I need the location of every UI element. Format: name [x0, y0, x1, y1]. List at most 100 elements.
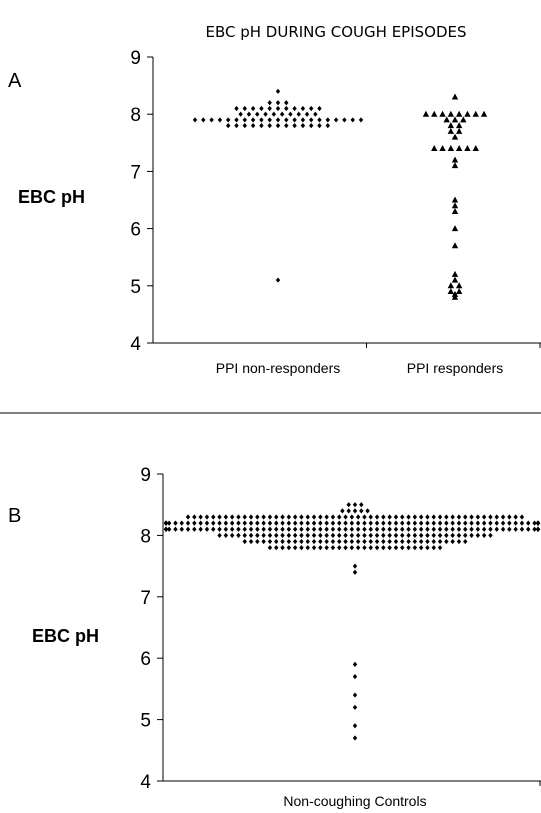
data-point-diamond: [368, 545, 373, 551]
data-point-diamond: [299, 532, 304, 538]
data-point-diamond: [475, 514, 481, 520]
panel-b: B EBC pH 4 5 6 7 8 9 Non-coughing Controls: [8, 465, 541, 809]
data-point-diamond: [393, 514, 399, 520]
data-point-diamond: [513, 514, 518, 520]
data-point-diamond: [223, 514, 229, 520]
data-point-diamond: [481, 532, 487, 538]
data-point-diamond: [223, 526, 229, 532]
data-point-diamond: [519, 514, 525, 520]
data-point-diamond: [198, 526, 203, 532]
data-point-diamond: [519, 520, 525, 526]
panel-b-y-tick-label: 8: [140, 526, 151, 547]
data-point-diamond: [456, 538, 462, 545]
chart-title: EBC pH DURING COUGH EPISODES: [205, 23, 466, 41]
data-point-diamond: [463, 526, 468, 532]
data-point-diamond: [250, 117, 256, 123]
data-point-diamond: [444, 520, 449, 526]
data-point-diamond: [352, 569, 358, 575]
data-point-diamond: [311, 514, 317, 520]
data-point-diamond: [488, 514, 493, 520]
data-point-triangle: [451, 162, 459, 169]
data-point-triangle: [455, 110, 463, 117]
data-point-diamond: [192, 514, 197, 520]
data-point-diamond: [242, 538, 247, 545]
data-point-diamond: [362, 532, 367, 538]
data-point-diamond: [374, 538, 380, 545]
data-point-diamond: [261, 514, 266, 520]
data-point-diamond: [412, 526, 418, 532]
data-point-diamond: [431, 545, 436, 551]
data-point-diamond: [352, 563, 358, 569]
data-point-diamond: [305, 545, 310, 551]
data-point-diamond: [450, 526, 455, 532]
data-point-diamond: [349, 545, 355, 551]
data-point-diamond: [324, 520, 329, 526]
data-point-diamond: [481, 526, 487, 532]
panel-b-y-tick-label: 6: [140, 649, 151, 670]
data-point-diamond: [311, 545, 317, 551]
data-point-diamond: [261, 532, 266, 538]
data-point-triangle: [447, 288, 455, 295]
data-point-diamond: [226, 123, 231, 129]
data-point-diamond: [274, 545, 279, 551]
data-point-diamond: [381, 520, 386, 526]
data-point-diamond: [418, 526, 424, 532]
data-point-diamond: [223, 520, 229, 526]
data-point-diamond: [444, 526, 449, 532]
data-point-diamond: [343, 514, 348, 520]
data-point-diamond: [349, 538, 355, 545]
data-point-diamond: [242, 123, 247, 129]
data-point-diamond: [226, 117, 231, 123]
data-point-diamond: [263, 111, 268, 117]
data-point-diamond: [255, 538, 260, 545]
panel-a-tick-labels: 4 5 6 7 8 9: [130, 48, 141, 355]
data-point-diamond: [387, 532, 392, 538]
data-point-diamond: [324, 526, 329, 532]
data-point-diamond: [425, 526, 430, 532]
data-point-diamond: [309, 117, 314, 123]
data-point-diamond: [248, 526, 254, 532]
data-point-diamond: [400, 520, 405, 526]
data-point-diamond: [400, 545, 405, 551]
data-point-diamond: [330, 526, 336, 532]
data-point-diamond: [481, 520, 487, 526]
data-point-diamond: [255, 520, 260, 526]
data-point-diamond: [456, 532, 462, 538]
data-point-diamond: [352, 723, 358, 729]
data-point-diamond: [535, 526, 541, 532]
data-point-diamond: [374, 514, 380, 520]
data-point-triangle: [455, 288, 463, 295]
data-point-diamond: [352, 735, 358, 741]
data-point-diamond: [217, 532, 222, 538]
data-point-diamond: [217, 520, 222, 526]
data-point-diamond: [463, 514, 468, 520]
data-point-diamond: [255, 514, 260, 520]
data-point-diamond: [318, 526, 323, 532]
data-point-diamond: [406, 545, 411, 551]
data-point-triangle: [447, 110, 455, 117]
data-point-diamond: [198, 520, 203, 526]
data-point-diamond: [259, 105, 264, 112]
data-point-diamond: [313, 111, 318, 117]
data-point-diamond: [342, 117, 347, 123]
data-point-diamond: [456, 520, 462, 526]
data-point-triangle: [451, 207, 459, 214]
data-point-diamond: [211, 514, 216, 520]
data-point-diamond: [425, 532, 430, 538]
data-point-diamond: [267, 538, 273, 545]
data-point-diamond: [355, 514, 361, 520]
data-point-diamond: [274, 538, 279, 545]
data-point-diamond: [400, 526, 405, 532]
data-point-diamond: [343, 532, 348, 538]
data-point-diamond: [242, 117, 247, 123]
data-point-diamond: [261, 520, 266, 526]
data-point-diamond: [311, 520, 317, 526]
data-point-triangle: [447, 127, 455, 134]
data-point-diamond: [275, 100, 281, 106]
data-point-diamond: [418, 545, 424, 551]
data-point-diamond: [500, 520, 506, 526]
data-point-diamond: [352, 502, 358, 508]
data-point-diamond: [299, 526, 304, 532]
panel-b-y-tick-label: 5: [140, 711, 151, 732]
data-point-triangle: [451, 242, 459, 249]
